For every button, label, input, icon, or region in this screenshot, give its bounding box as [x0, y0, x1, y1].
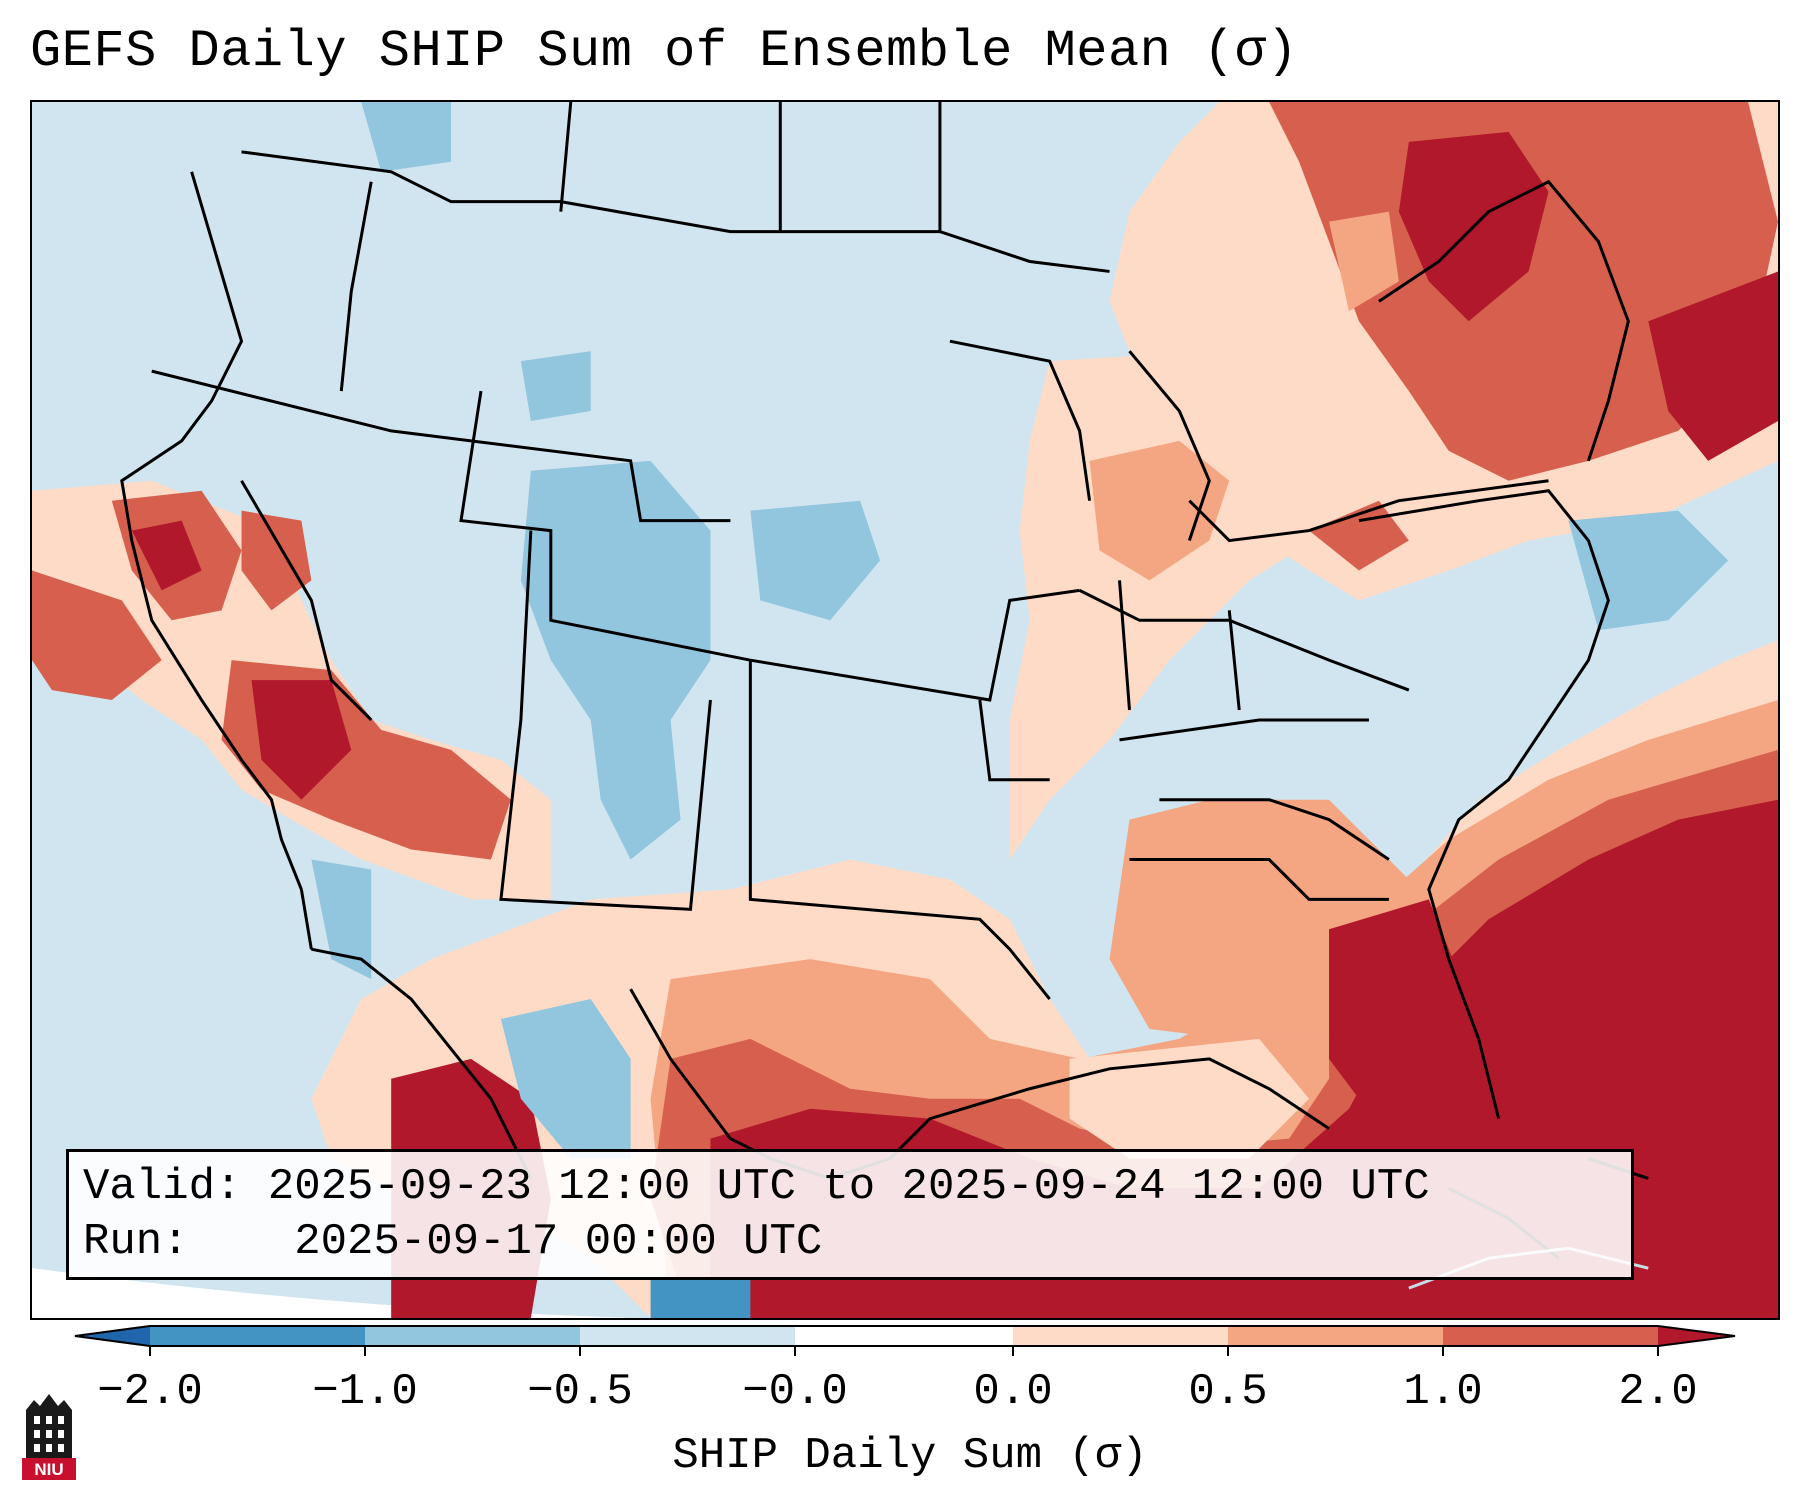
- logo-text: NIU: [34, 1460, 63, 1479]
- colorbar-tick-label: 0.0: [973, 1367, 1053, 1417]
- colorbar-tick-label: 0.5: [1188, 1367, 1268, 1417]
- colorbar-extend-high: [1658, 1326, 1735, 1346]
- validity-info-box: Valid: 2025-09-23 12:00 UTC to 2025-09-2…: [66, 1149, 1634, 1280]
- colorbar-segment: [1013, 1326, 1228, 1346]
- colorbar-extend-low: [75, 1326, 150, 1346]
- colorbar-tick-label: −2.0: [97, 1367, 203, 1417]
- colorbar-segment: [580, 1326, 795, 1346]
- colorbar-segment: [365, 1326, 580, 1346]
- colorbar-segment: [150, 1326, 365, 1346]
- colorbar-segment: [795, 1326, 1013, 1346]
- colorbar-tick-label: −0.0: [742, 1367, 848, 1417]
- valid-label: Valid:: [83, 1162, 242, 1212]
- colorbar: [74, 1325, 1736, 1356]
- colorbar-tick-label: −0.5: [527, 1367, 633, 1417]
- valid-value: 2025-09-23 12:00 UTC to 2025-09-24 12:00…: [267, 1162, 1430, 1212]
- ship-anomaly-map: [32, 102, 1778, 1318]
- colorbar-tick-label: −1.0: [312, 1367, 418, 1417]
- colorbar-tick-label: 1.0: [1403, 1367, 1483, 1417]
- colorbar-tick-label: 2.0: [1618, 1367, 1698, 1417]
- niu-tower-icon: NIU: [22, 1394, 76, 1480]
- run-label: Run:: [83, 1217, 189, 1267]
- run-value: 2025-09-17 00:00 UTC: [294, 1217, 823, 1267]
- map-panel: [30, 100, 1780, 1320]
- colorbar-segment: [1228, 1326, 1443, 1346]
- colorbar-segment: [1443, 1326, 1658, 1346]
- colorbar-label: SHIP Daily Sum (σ): [672, 1431, 1148, 1481]
- map-title: GEFS Daily SHIP Sum of Ensemble Mean (σ): [30, 22, 1299, 81]
